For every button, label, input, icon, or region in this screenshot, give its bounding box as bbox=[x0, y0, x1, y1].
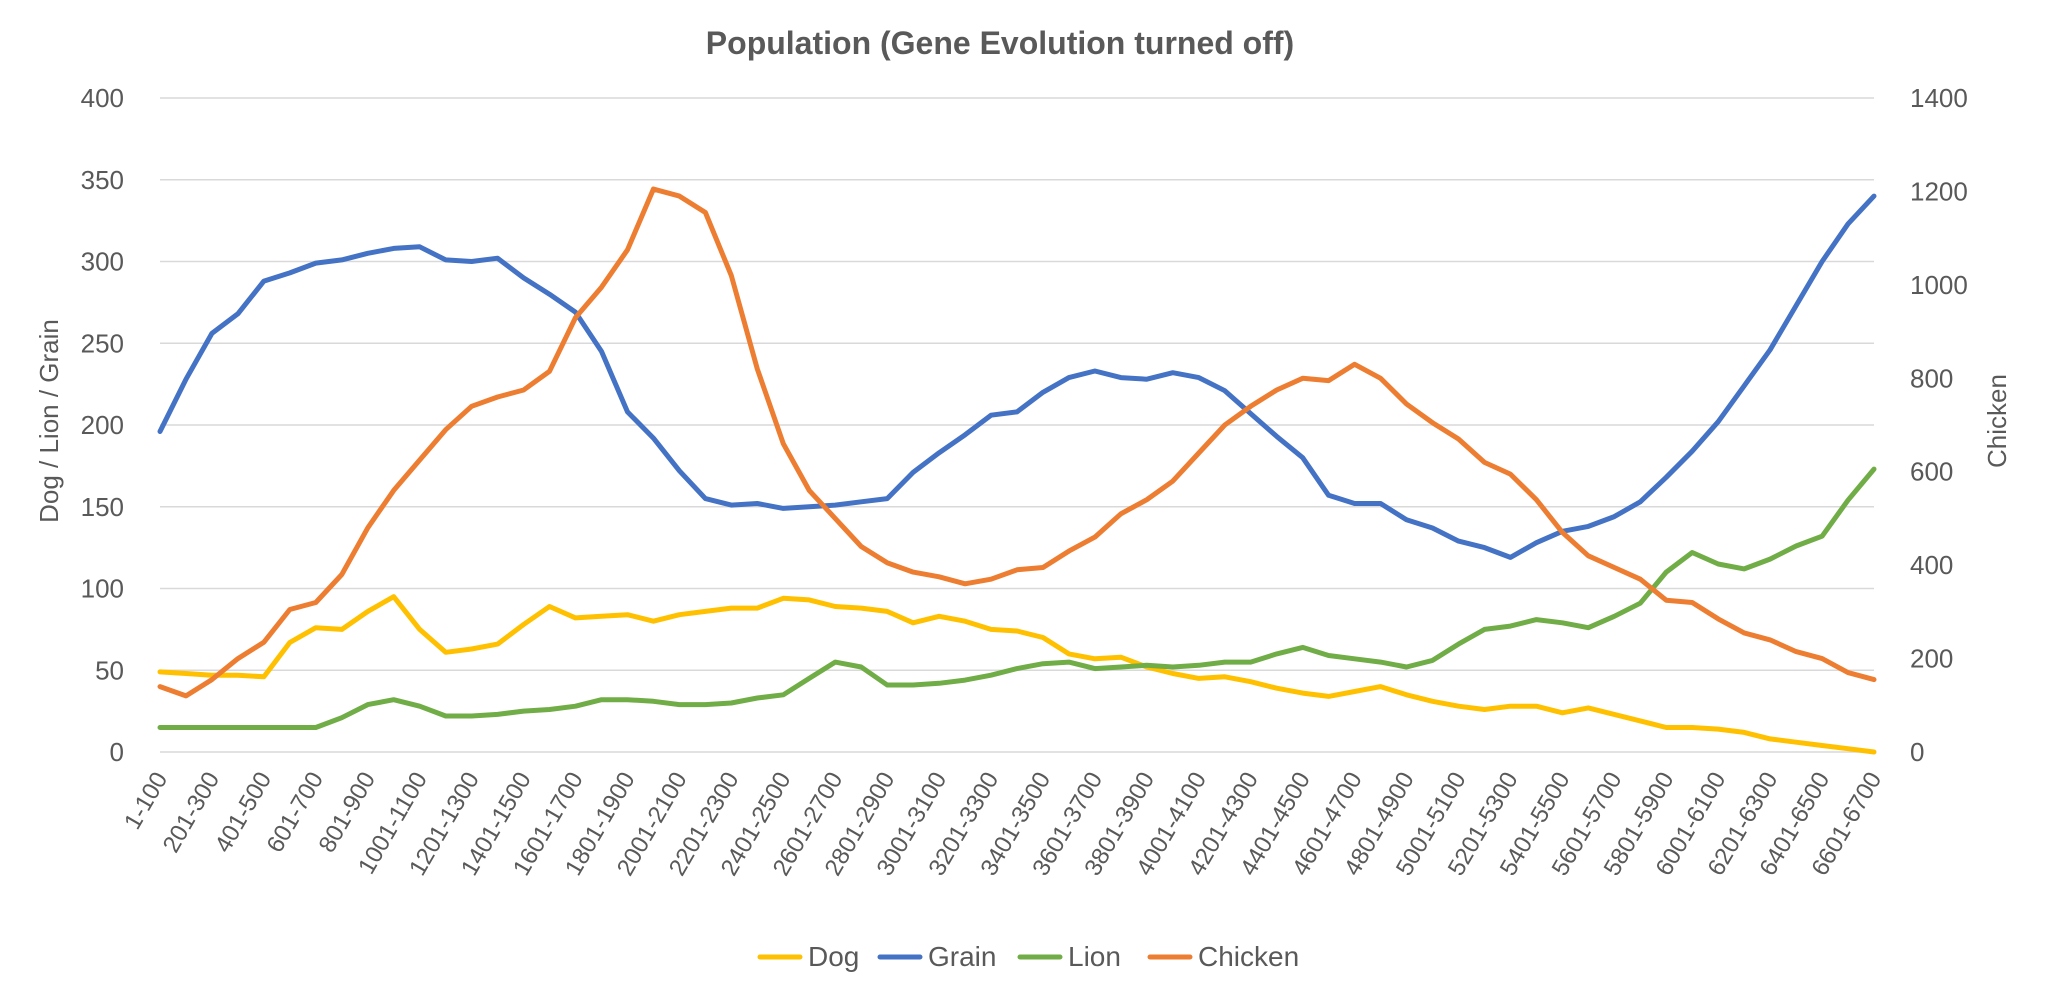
legend-label-grain: Grain bbox=[928, 941, 996, 972]
legend: Dog Grain Lion Chicken bbox=[757, 941, 1299, 972]
left-tick-label: 350 bbox=[81, 165, 124, 195]
right-tick-label: 600 bbox=[1910, 457, 1953, 487]
left-tick-label: 100 bbox=[81, 574, 124, 604]
left-tick-label: 50 bbox=[95, 655, 124, 685]
legend-label-chicken: Chicken bbox=[1198, 941, 1299, 972]
left-tick-label: 300 bbox=[81, 247, 124, 277]
right-tick-label: 200 bbox=[1910, 644, 1953, 674]
right-tick-label: 0 bbox=[1910, 737, 1924, 767]
right-tick-label: 400 bbox=[1910, 550, 1953, 580]
right-y-axis: 0 200 400 600 800 1000 1200 1400 bbox=[1910, 83, 1968, 767]
left-tick-label: 150 bbox=[81, 492, 124, 522]
left-axis-title: Dog / Lion / Grain bbox=[34, 319, 64, 523]
left-y-axis: 0 50 100 150 200 250 300 350 400 bbox=[81, 83, 124, 767]
series-line-dog bbox=[157, 594, 1877, 755]
left-tick-label: 250 bbox=[81, 328, 124, 358]
series-layer bbox=[157, 186, 1877, 755]
legend-label-lion: Lion bbox=[1068, 941, 1121, 972]
right-axis-title: Chicken bbox=[1982, 374, 2012, 468]
right-tick-label: 1000 bbox=[1910, 270, 1968, 300]
right-tick-label: 800 bbox=[1910, 363, 1953, 393]
series-line-lion bbox=[157, 466, 1877, 730]
legend-label-dog: Dog bbox=[808, 941, 859, 972]
left-tick-label: 0 bbox=[110, 737, 124, 767]
series-line-grain bbox=[157, 193, 1877, 560]
right-tick-label: 1200 bbox=[1910, 176, 1968, 206]
left-tick-label: 200 bbox=[81, 410, 124, 440]
right-tick-label: 1400 bbox=[1910, 83, 1968, 113]
series-line-chicken bbox=[157, 186, 1877, 699]
chart-title: Population (Gene Evolution turned off) bbox=[706, 25, 1294, 61]
left-tick-label: 400 bbox=[81, 83, 124, 113]
